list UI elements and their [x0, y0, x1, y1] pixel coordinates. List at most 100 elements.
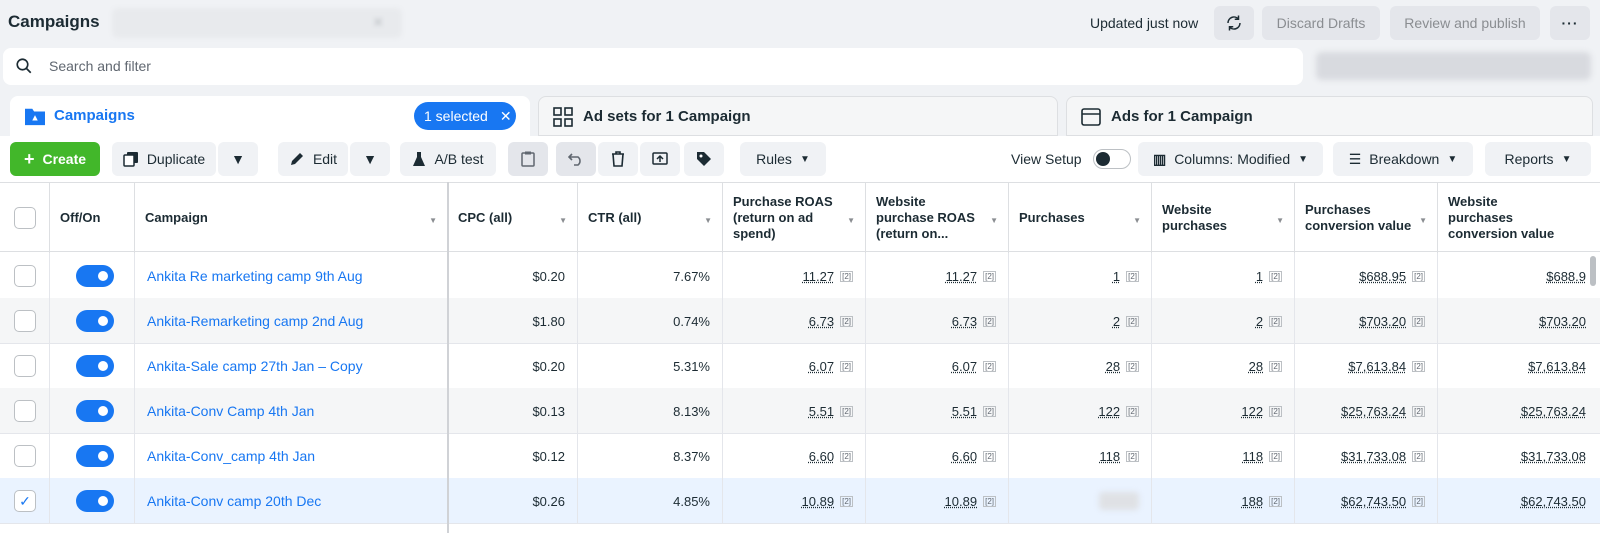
- create-button[interactable]: + Create: [10, 142, 100, 176]
- cell-toggle: [50, 298, 135, 344]
- campaign-toggle[interactable]: [76, 400, 114, 422]
- header-purchases-conversion-value[interactable]: Purchases conversion value ▼: [1295, 183, 1438, 253]
- cell-value: $0.13: [532, 403, 565, 419]
- row-checkbox[interactable]: [14, 310, 36, 332]
- duplicate-dropdown-button[interactable]: ▼: [218, 142, 258, 176]
- table-row[interactable]: Ankita-Conv_camp 4th Jan $0.12 8.37% 6.60 [2…: [0, 433, 1600, 479]
- header-purchases[interactable]: Purchases ▼: [1009, 183, 1152, 253]
- export-button[interactable]: [640, 142, 680, 176]
- row-checkbox[interactable]: [14, 355, 36, 377]
- cell-roas: 6.07 [2]: [723, 343, 866, 389]
- row-checkbox[interactable]: [14, 265, 36, 287]
- header-off-on[interactable]: Off/On: [50, 183, 135, 253]
- review-publish-button[interactable]: Review and publish: [1390, 6, 1540, 40]
- rules-button[interactable]: Rules ▼: [740, 142, 826, 176]
- header-website-purchases[interactable]: Website purchases ▼: [1152, 183, 1295, 253]
- header-cpc[interactable]: CPC (all) ▼: [448, 183, 578, 253]
- cell-select: [0, 433, 50, 479]
- ad-window-icon: [1081, 108, 1101, 126]
- tab-adsets[interactable]: Ad sets for 1 Campaign: [538, 96, 1058, 136]
- header-wpcv-line2: purchases: [1448, 210, 1514, 225]
- folder-icon: [25, 108, 45, 126]
- plus-icon: +: [23, 148, 35, 169]
- search-input[interactable]: [49, 55, 1049, 77]
- table-row[interactable]: Ankita-Conv Camp 4th Jan $0.13 8.13% 5.51 [2…: [0, 388, 1600, 434]
- campaign-toggle[interactable]: [76, 310, 114, 332]
- campaign-name-link[interactable]: Ankita-Conv camp 20th Dec: [147, 493, 322, 509]
- select-all-checkbox[interactable]: [14, 207, 36, 229]
- tag-button[interactable]: [684, 142, 724, 176]
- row-checkbox[interactable]: [14, 400, 36, 422]
- cell-ctr: 8.13%: [578, 388, 723, 434]
- scrollbar[interactable]: [1590, 256, 1596, 286]
- cell-value: 6.60: [951, 448, 978, 464]
- cell-wpcv: $62,743.50: [1438, 478, 1600, 524]
- campaign-name-link[interactable]: Ankita Re marketing camp 9th Aug: [147, 268, 363, 284]
- header-website-purchase-roas[interactable]: Website purchase ROAS (return on... ▼: [866, 183, 1009, 253]
- more-options-button[interactable]: ···: [1550, 6, 1590, 40]
- campaign-toggle[interactable]: [76, 445, 114, 467]
- table-row[interactable]: ✓ Ankita-Conv camp 20th Dec $0.26 4.85% 10.8…: [0, 478, 1600, 524]
- header-website-purchases-conversion-value[interactable]: Website purchases conversion value: [1438, 183, 1600, 253]
- cell-wpcv: $25,763.24: [1438, 388, 1600, 434]
- campaign-name-link[interactable]: Ankita-Conv Camp 4th Jan: [147, 403, 315, 419]
- cell-select: [0, 388, 50, 434]
- reports-button[interactable]: Reports ▼: [1485, 142, 1591, 176]
- campaign-toggle[interactable]: [76, 265, 114, 287]
- tab-campaigns[interactable]: Campaigns 1 selected ✕: [10, 96, 530, 140]
- edit-button[interactable]: Edit: [278, 142, 348, 176]
- cell-pcv: $62,743.50 [2]: [1295, 478, 1438, 524]
- account-selector[interactable]: ✕: [112, 8, 402, 38]
- caret-down-icon: ▼: [799, 153, 810, 165]
- ab-test-button[interactable]: A/B test: [400, 142, 496, 176]
- footnote-icon: [2]: [983, 315, 996, 327]
- view-setup-toggle[interactable]: [1093, 149, 1131, 169]
- table-row[interactable]: Ankita-Sale camp 27th Jan – Copy $0.20 5.3…: [0, 343, 1600, 389]
- cell-campaign: Ankita Re marketing camp 9th Aug: [135, 253, 448, 299]
- campaign-name-link[interactable]: Ankita-Sale camp 27th Jan – Copy: [147, 358, 363, 374]
- cell-value: $62,743.50: [1341, 493, 1407, 509]
- undo-button[interactable]: [556, 142, 596, 176]
- campaign-toggle[interactable]: [76, 355, 114, 377]
- tab-ads-label: Ads for 1 Campaign: [1111, 108, 1253, 125]
- cell-value: 2: [1112, 313, 1121, 329]
- toggle-knob: [94, 312, 112, 330]
- duplicate-button[interactable]: Duplicate: [112, 142, 216, 176]
- campaign-name-link[interactable]: Ankita-Conv_camp 4th Jan: [147, 448, 316, 464]
- row-checkbox[interactable]: [14, 445, 36, 467]
- tab-ads[interactable]: Ads for 1 Campaign: [1066, 96, 1593, 136]
- discard-drafts-button[interactable]: Discard Drafts: [1262, 6, 1380, 40]
- close-icon[interactable]: ✕: [499, 107, 512, 124]
- selected-pill[interactable]: 1 selected ✕: [414, 102, 516, 130]
- refresh-icon: [1227, 15, 1241, 31]
- breakdown-button[interactable]: ☰ Breakdown ▼: [1333, 142, 1473, 176]
- toggle-knob: [1096, 152, 1110, 166]
- table-row[interactable]: Ankita Re marketing camp 9th Aug $0.20 7.6…: [0, 253, 1600, 299]
- header-pcv-line2: conversion value: [1305, 218, 1412, 233]
- refresh-button[interactable]: [1214, 6, 1254, 40]
- cell-pcv: $703.20 [2]: [1295, 298, 1438, 344]
- campaign-toggle[interactable]: [76, 490, 114, 512]
- sort-icon: ▼: [1419, 216, 1427, 225]
- sort-icon: ▼: [429, 216, 437, 225]
- date-range-selector[interactable]: [1316, 52, 1591, 80]
- search-bar[interactable]: [3, 48, 1303, 85]
- edit-dropdown-button[interactable]: ▼: [350, 142, 390, 176]
- header-campaign[interactable]: Campaign ▼: [135, 183, 448, 253]
- cell-wroas: 6.73 [2]: [866, 298, 1009, 344]
- row-checkbox[interactable]: ✓: [14, 490, 36, 512]
- top-bar: Campaigns ✕ Updated just now Discard Dra…: [0, 0, 1600, 46]
- cell-value: $688.95: [1359, 268, 1407, 284]
- columns-button[interactable]: ▥ Columns: Modified ▼: [1138, 142, 1323, 176]
- cell-value: $0.20: [532, 358, 565, 374]
- cell-value: $0.12: [532, 448, 565, 464]
- header-purchase-roas[interactable]: Purchase ROAS (return on ad spend) ▼: [723, 183, 866, 253]
- breakdown-icon: ☰: [1348, 150, 1362, 167]
- trash-icon: [612, 151, 624, 167]
- header-ctr[interactable]: CTR (all) ▼: [578, 183, 723, 253]
- delete-button[interactable]: [598, 142, 638, 176]
- table-row[interactable]: Ankita-Remarketing camp 2nd Aug $1.80 0.74…: [0, 298, 1600, 344]
- clipboard-button[interactable]: [508, 142, 548, 176]
- campaign-name-link[interactable]: Ankita-Remarketing camp 2nd Aug: [147, 313, 364, 329]
- clear-icon[interactable]: ✕: [372, 14, 384, 30]
